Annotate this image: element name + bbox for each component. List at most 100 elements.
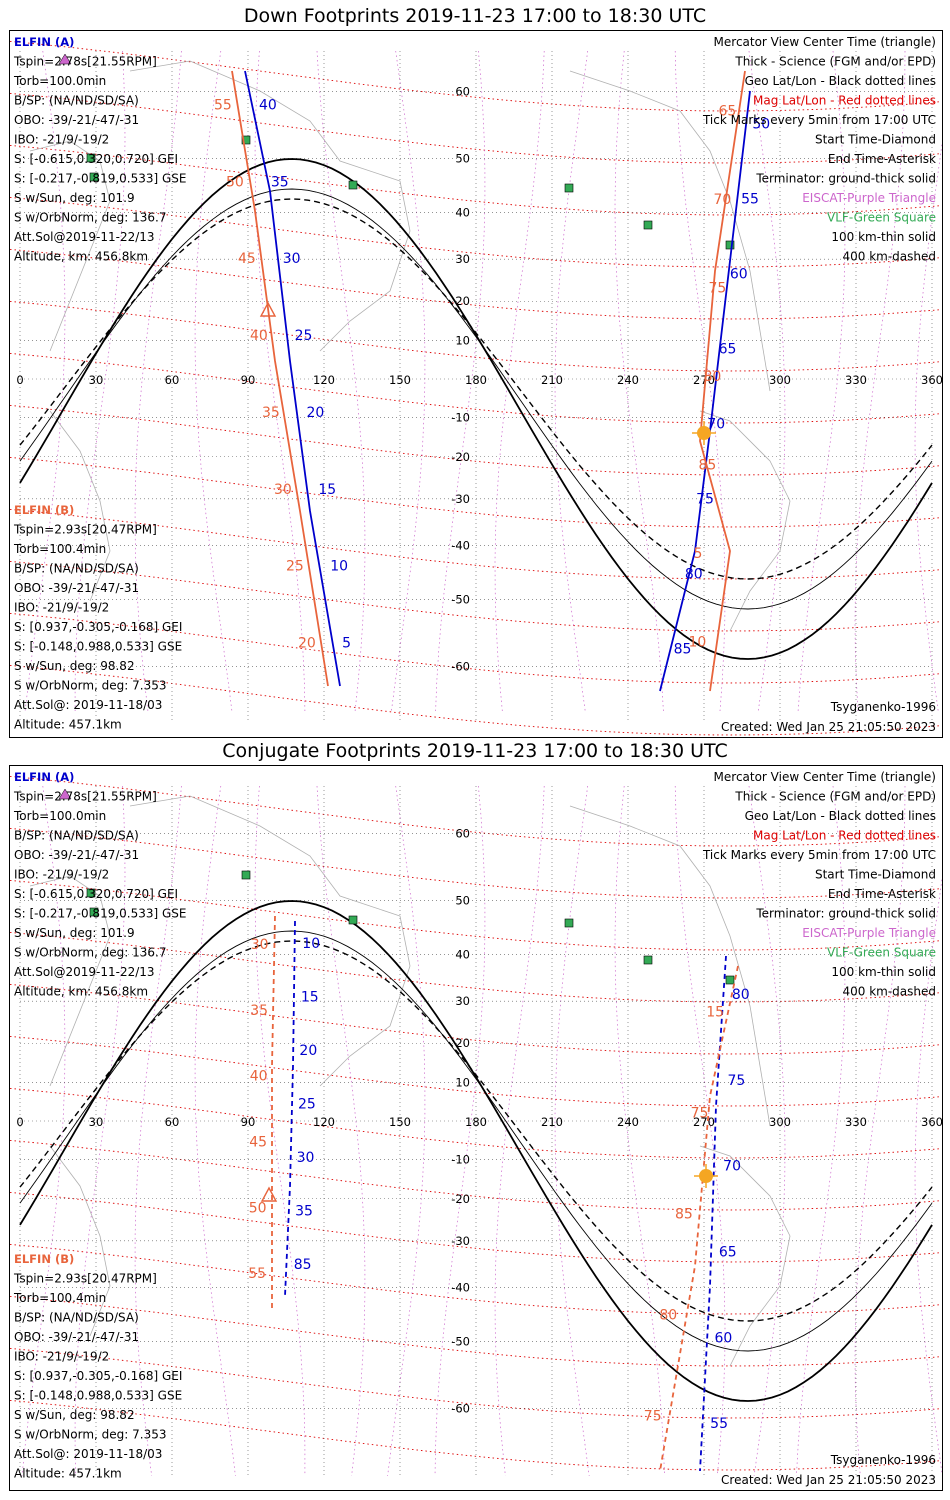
elfin-b-tick-label: 45 (238, 251, 256, 267)
elfin-a-info-line: Altitude, km: 456.8km (14, 985, 148, 999)
elfin-a-tick-label: 60 (730, 267, 748, 283)
elfin-b-tick-label: 85 (675, 1207, 693, 1223)
elfin-b-info-header: ELFIN (B) (14, 1252, 74, 1266)
geo-lon-label: 240 (617, 1115, 639, 1129)
geo-lat-label: 60 (455, 85, 470, 99)
elfin-a-tick-label: 25 (295, 328, 313, 344)
mag-lat-line (9, 879, 941, 951)
geo-lat-label: 40 (455, 206, 470, 220)
mag-lon-line (434, 785, 486, 1477)
legend-line: Geo Lat/Lon - Black dotted lines (745, 809, 936, 823)
elfin-a-info-line: S: [-0.615,0.320,0.720] GEI (14, 152, 178, 166)
elfin-a-tick-label: 85 (674, 642, 692, 658)
elfin-a-info-line: S: [-0.217,-0.819,0.533] GSE (14, 172, 187, 186)
elfin-a-info-line: S: [-0.217,-0.819,0.533] GSE (14, 907, 187, 921)
elfin-a-info-line: S: [-0.615,0.320,0.720] GEI (14, 887, 178, 901)
legend-line: Tick Marks every 5min from 17:00 UTC (702, 113, 936, 127)
geo-lon-label: 360 (921, 1115, 942, 1129)
created-timestamp: Created: Wed Jan 25 21:05:50 2023 (721, 720, 936, 734)
legend-line: Start Time-Diamond (815, 133, 936, 147)
elfin-b-info-line: IBO: -21/9/-19/2 (14, 601, 109, 615)
elfin-b-info-line: OBO: -39/-21/-47/-31 (14, 581, 139, 595)
terminator-curve (19, 930, 933, 1352)
geo-lat-label: -10 (451, 410, 470, 424)
mag-lon-line (194, 50, 233, 712)
mag-lat-line (9, 612, 941, 684)
elfin-b-info-line: Att.Sol@: 2019-11-18/03 (14, 1447, 162, 1461)
elfin-b-track (271, 915, 276, 1311)
legend-line: Geo Lat/Lon - Black dotted lines (745, 74, 936, 88)
elfin-a-tick-label: 60 (715, 1330, 733, 1346)
terminator-curve (19, 940, 933, 1322)
geo-lat-label: -50 (451, 593, 470, 607)
elfin-a-tick-label: 75 (728, 1073, 746, 1089)
elfin-b-tick-label: 45 (249, 1134, 267, 1150)
elfin-a-tick-label: 50 (752, 117, 770, 133)
elfin-a-info-line: OBO: -39/-21/-47/-31 (14, 848, 139, 862)
elfin-b-tick-label: 75 (691, 1106, 709, 1122)
elfin-a-info-line: S w/Sun, deg: 101.9 (14, 926, 135, 940)
elfin-b-track (231, 70, 329, 687)
elfin-b-tick-label: 55 (214, 97, 232, 113)
vlf-station-square (348, 915, 358, 925)
elfin-a-info-line: S w/Sun, deg: 101.9 (14, 191, 135, 205)
elfin-b-tick-label: 5 (694, 546, 703, 562)
legend-line: Terminator: ground-thick solid (755, 907, 936, 921)
geo-lon-label: 0 (16, 373, 23, 387)
legend-line: 100 km-thin solid (831, 965, 936, 979)
mag-lon-line (614, 785, 665, 1477)
elfin-a-info-line: B/SP: (NA/ND/SD/SA) (14, 829, 139, 843)
legend-line: 400 km-dashed (842, 985, 936, 999)
elfin-b-tick-label: 40 (250, 1069, 268, 1085)
mag-lat-line (9, 1139, 941, 1211)
mag-lon-line (387, 785, 426, 1477)
legend-line: EISCAT-Purple Triangle (802, 191, 936, 205)
geo-lon-label: 330 (845, 373, 867, 387)
elfin-b-tick-label: 10 (689, 635, 707, 651)
geo-lon-label: 0 (16, 1115, 23, 1129)
geo-lon-label: 180 (465, 373, 487, 387)
mag-lon-line (134, 785, 182, 1477)
mag-lat-line (9, 560, 941, 632)
sun-rays-icon (692, 421, 716, 445)
elfin-b-tick-label: 50 (249, 1200, 267, 1216)
legend-line: 400 km-dashed (842, 250, 936, 264)
center-time-triangle (259, 301, 277, 317)
panel-conjugate-footprints: 70605040302010-10-20-30-40-50-60-7003060… (9, 735, 950, 1500)
vlf-station-square (348, 180, 358, 190)
mag-lon-line (914, 816, 950, 1477)
legend-line: Mag Lat/Lon - Red dotted lines (753, 829, 936, 843)
model-name: Tsyganenko-1996 (830, 700, 936, 714)
elfin-b-info-line: S w/Sun, deg: 98.82 (14, 659, 135, 673)
elfin-b-tick-label: 35 (250, 1003, 268, 1019)
mag-lat-line (9, 1087, 941, 1159)
elfin-a-tick-label: 55 (710, 1416, 728, 1432)
elfin-a-tick-label: 75 (696, 492, 714, 508)
elfin-b-tick-label: 40 (250, 328, 268, 344)
elfin-b-info-line: S: [0.937,-0.305,-0.168] GEI (14, 1369, 182, 1383)
elfin-b-tick-label: 35 (262, 405, 280, 421)
mag-lat-line (9, 1399, 941, 1471)
elfin-a-info-header: ELFIN (A) (14, 35, 74, 49)
legend-line: 100 km-thin solid (831, 230, 936, 244)
elfin-b-info-line: OBO: -39/-21/-47/-31 (14, 1330, 139, 1344)
elfin-a-info-line: Altitude, km: 456.8km (14, 250, 148, 264)
elfin-b-track (699, 70, 746, 692)
legend-line: Mercator View Center Time (triangle) (714, 770, 936, 784)
coastline (129, 795, 411, 1087)
elfin-b-tick-label: 50 (226, 174, 244, 190)
geo-lon-label: 60 (165, 373, 180, 387)
mag-lat-line (9, 248, 941, 320)
elfin-b-info-line: S w/OrbNorm, deg: 7.353 (14, 679, 166, 693)
map-conjugate: 70605040302010-10-20-30-40-50-60-7003060… (9, 735, 950, 1500)
geo-lon-label: 300 (769, 1115, 791, 1129)
created-timestamp: Created: Wed Jan 25 21:05:50 2023 (721, 1473, 936, 1487)
coastline (129, 60, 411, 352)
elfin-a-tick-label: 80 (732, 987, 750, 1003)
geo-lat-label: 10 (455, 334, 470, 348)
geo-lon-label: 270 (693, 1115, 715, 1129)
mag-lon-line (674, 785, 726, 1477)
geo-lon-label: 330 (845, 1115, 867, 1129)
geo-lon-label: 360 (921, 373, 942, 387)
elfin-a-tick-label: 30 (297, 1150, 315, 1166)
